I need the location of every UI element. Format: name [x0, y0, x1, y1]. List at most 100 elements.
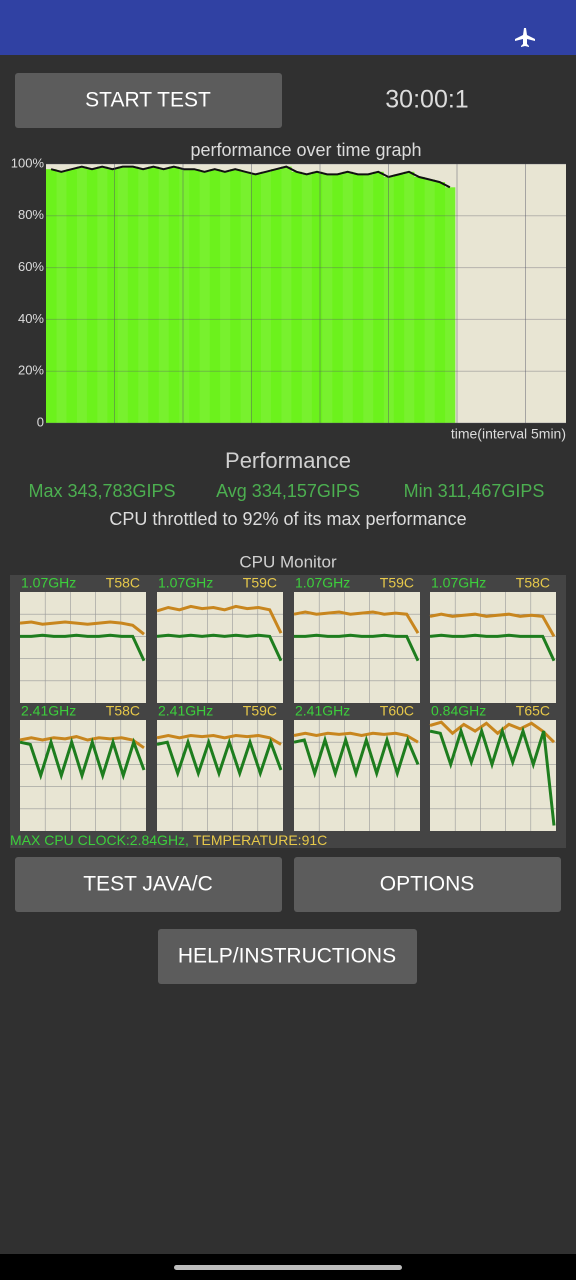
cpu-freq: 1.07GHz [295, 575, 350, 591]
perf-bar [301, 174, 313, 423]
perf-bar [86, 169, 98, 423]
x-axis-label: time(interval 5min) [451, 426, 566, 442]
perf-bar [230, 169, 241, 423]
perf-bar [250, 174, 262, 423]
perf-bar [56, 171, 67, 423]
cpu-freq: 2.41GHz [295, 703, 350, 719]
perf-bar [434, 182, 446, 423]
perf-bar [138, 169, 149, 423]
home-indicator[interactable] [174, 1265, 402, 1270]
throttle-text: CPU throttled to 92% of its max performa… [109, 509, 466, 529]
cpu-line [156, 733, 282, 746]
perf-bar [66, 169, 77, 423]
perf-bar [332, 174, 343, 423]
performance-graph: 0 20% 40% 60% 80% 100% [11, 155, 566, 429]
options-button[interactable]: OPTIONS [294, 857, 561, 912]
perf-bar [117, 166, 129, 423]
button-label: START TEST [85, 89, 211, 112]
button-label: OPTIONS [380, 873, 475, 896]
cpu-summary: MAX CPU CLOCK:2.84GHz, TEMPERATURE:91C [10, 832, 327, 848]
cpu-graphs: 1.07GHz T58C 1.07GHz T59C 1.07GHz T59C 1.07GHz… [19, 575, 556, 831]
perf-bar [373, 171, 384, 423]
perf-bar [97, 166, 108, 423]
perf-bar [260, 171, 272, 423]
y-tick-label: 20% [18, 363, 44, 378]
perf-bar [270, 169, 282, 423]
cpu-temp: T60C [380, 703, 414, 719]
cpu-line [19, 737, 146, 781]
perf-bar [219, 171, 231, 423]
cpu-temp: T58C [106, 575, 140, 591]
perf-bar [393, 174, 405, 423]
cpu-cell [430, 720, 556, 831]
min-perf: Min 311,467GIPS [404, 481, 545, 501]
button-bg [15, 73, 282, 128]
cpu-line [429, 720, 556, 744]
button-bg [158, 929, 417, 984]
cpu-freq: 1.07GHz [21, 575, 76, 591]
cpu-freq: 1.07GHz [431, 575, 486, 591]
cpu-temp: T58C [516, 575, 550, 591]
perf-bar [311, 171, 323, 423]
perf-bar [148, 166, 159, 423]
perf-bar [342, 171, 354, 423]
perf-bar [158, 169, 169, 423]
cpu-line [19, 735, 145, 750]
cpu-line [429, 726, 556, 826]
max-perf: Max 343,783GIPS [28, 481, 175, 501]
cpu-temp: T59C [380, 575, 414, 591]
max-clock: MAX CPU CLOCK:2.84GHz, [10, 832, 189, 848]
perf-bar [76, 166, 88, 423]
y-tick-label: 0 [37, 414, 44, 429]
cpu-line [293, 731, 419, 744]
help-button[interactable]: HELP/INSTRUCTIONS [158, 929, 417, 984]
cpu-line [156, 604, 283, 634]
cpu-line [293, 610, 420, 634]
cpu-monitor-title: CPU Monitor [239, 552, 337, 571]
cpu-temp: T59C [243, 703, 277, 719]
perf-bar [178, 169, 190, 423]
cpu-line [156, 633, 283, 662]
y-tick-label: 100% [11, 155, 45, 170]
perf-bar [168, 166, 180, 423]
button-bg [294, 857, 561, 912]
cpu-line [429, 612, 556, 638]
y-tick-label: 40% [18, 311, 44, 326]
cpu-line [429, 633, 556, 662]
perf-bar [403, 171, 415, 423]
cpu-temp: T65C [516, 703, 550, 719]
perf-bar [189, 169, 200, 423]
perf-bar [352, 174, 364, 423]
start-test-button[interactable]: START TEST [15, 73, 282, 128]
cpu-line [19, 620, 145, 636]
cpu-freq: 2.41GHz [21, 703, 76, 719]
cpu-cell [430, 592, 556, 703]
test-java-button[interactable]: TEST JAVA/C [15, 857, 282, 912]
performance-title: Performance [225, 448, 351, 473]
y-tick-label: 60% [18, 259, 44, 274]
cpu-freq: 1.07GHz [158, 575, 213, 591]
perf-bar [127, 166, 139, 423]
cpu-temp: T59C [243, 575, 277, 591]
avg-perf: Avg 334,157GIPS [216, 481, 360, 501]
perf-bar [414, 176, 425, 423]
perf-bar [240, 171, 251, 423]
cpu-line [156, 737, 283, 779]
perf-bar [199, 171, 210, 423]
perf-bar [107, 169, 118, 423]
cpu-line [20, 633, 146, 662]
perf-bar [362, 174, 374, 423]
graph-title: performance over time graph [190, 140, 421, 160]
cpu-cell [294, 720, 420, 831]
airplane-icon [515, 28, 535, 47]
perf-bar [281, 166, 292, 423]
button-label: HELP/INSTRUCTIONS [178, 945, 396, 968]
perf-line [50, 165, 451, 189]
cpu-line [293, 734, 420, 779]
status-bar [0, 0, 576, 55]
cpu-freq: 0.84GHz [431, 703, 486, 719]
cpu-cell [20, 592, 146, 703]
cpu-freq: 2.41GHz [158, 703, 213, 719]
cpu-cell [294, 592, 420, 703]
